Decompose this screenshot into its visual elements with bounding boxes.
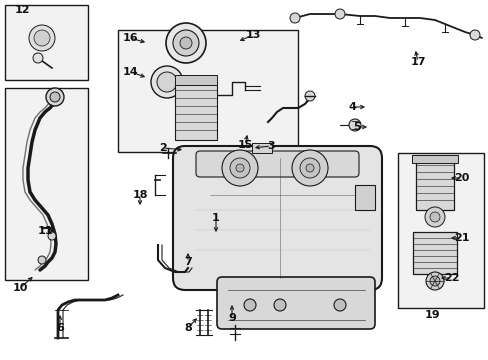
- Text: 17: 17: [409, 57, 425, 67]
- Text: 4: 4: [347, 102, 355, 112]
- Text: 16: 16: [122, 33, 138, 43]
- Text: 22: 22: [443, 273, 459, 283]
- Text: 14: 14: [123, 67, 139, 77]
- Bar: [251, 143, 271, 153]
- Bar: [412, 232, 456, 274]
- Circle shape: [48, 232, 56, 240]
- Circle shape: [29, 25, 55, 51]
- Bar: [5, 88, 88, 280]
- Text: 3: 3: [266, 141, 274, 151]
- Circle shape: [299, 158, 319, 178]
- Text: 21: 21: [453, 233, 469, 243]
- Circle shape: [180, 37, 192, 49]
- Text: 8: 8: [184, 323, 191, 333]
- Text: 20: 20: [453, 173, 469, 183]
- Circle shape: [222, 150, 258, 186]
- Circle shape: [244, 299, 256, 311]
- Text: 9: 9: [227, 313, 235, 323]
- Bar: [415, 158, 453, 210]
- FancyBboxPatch shape: [173, 146, 381, 290]
- Circle shape: [333, 299, 346, 311]
- Text: 12: 12: [14, 5, 30, 15]
- Circle shape: [291, 150, 327, 186]
- Text: 6: 6: [56, 323, 64, 333]
- Bar: [354, 185, 374, 210]
- Circle shape: [289, 13, 299, 23]
- Text: 7: 7: [184, 257, 191, 267]
- Text: 19: 19: [423, 310, 439, 320]
- Circle shape: [151, 66, 183, 98]
- Circle shape: [173, 30, 199, 56]
- Circle shape: [157, 72, 177, 92]
- Circle shape: [334, 9, 345, 19]
- Bar: [175, 75, 217, 85]
- Text: 13: 13: [245, 30, 260, 40]
- Circle shape: [425, 272, 443, 290]
- Circle shape: [33, 53, 43, 63]
- Text: 10: 10: [12, 283, 28, 293]
- Circle shape: [469, 30, 479, 40]
- FancyBboxPatch shape: [217, 277, 374, 329]
- Circle shape: [46, 88, 64, 106]
- Bar: [175, 82, 217, 140]
- Circle shape: [429, 276, 439, 286]
- Text: 15: 15: [237, 140, 252, 150]
- Bar: [397, 153, 483, 308]
- Circle shape: [34, 30, 50, 46]
- Circle shape: [305, 164, 313, 172]
- Circle shape: [38, 256, 46, 264]
- Text: 11: 11: [37, 226, 53, 236]
- Circle shape: [50, 92, 60, 102]
- Circle shape: [429, 212, 439, 222]
- Circle shape: [229, 158, 249, 178]
- Text: 18: 18: [132, 190, 147, 200]
- Circle shape: [348, 119, 360, 131]
- Circle shape: [424, 207, 444, 227]
- Circle shape: [236, 164, 244, 172]
- Text: 5: 5: [352, 122, 360, 132]
- Bar: [5, 5, 88, 80]
- Text: 1: 1: [212, 213, 220, 223]
- Circle shape: [273, 299, 285, 311]
- Text: 2: 2: [159, 143, 166, 153]
- Bar: [411, 155, 457, 163]
- Circle shape: [165, 23, 205, 63]
- Bar: [118, 30, 297, 152]
- Circle shape: [305, 91, 314, 101]
- FancyBboxPatch shape: [196, 151, 358, 177]
